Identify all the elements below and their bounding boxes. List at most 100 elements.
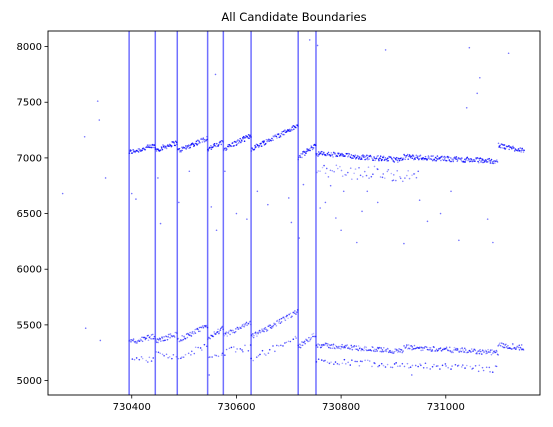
data-point-404 xyxy=(363,154,365,157)
data-point-403 xyxy=(362,156,365,158)
data-point-1387 xyxy=(433,363,435,366)
data-point-1495 xyxy=(235,212,238,215)
data-point-1491 xyxy=(210,206,213,208)
data-point-1092 xyxy=(413,344,416,347)
data-point-429 xyxy=(377,158,380,161)
data-point-1498 xyxy=(267,203,269,206)
data-point-1208 xyxy=(494,351,497,354)
data-point-730 xyxy=(163,336,165,338)
data-point-1288 xyxy=(209,356,211,358)
data-point-758 xyxy=(182,338,185,341)
data-point-680 xyxy=(128,340,130,342)
data-point-68 xyxy=(168,145,170,148)
data-point-1107 xyxy=(424,345,426,348)
data-point-844 xyxy=(241,324,244,326)
data-point-1333 xyxy=(320,359,323,361)
data-point-267 xyxy=(283,133,286,136)
data-point-1433 xyxy=(341,175,344,177)
data-point-307 xyxy=(306,150,309,152)
data-point-110 xyxy=(192,143,195,145)
data-point-1519 xyxy=(418,199,421,201)
data-point-1401 xyxy=(461,364,464,366)
data-point-1015 xyxy=(360,349,362,352)
data-point-664 xyxy=(514,148,517,150)
data-point-770 xyxy=(190,335,193,337)
data-point-206 xyxy=(248,137,250,140)
data-point-1267 xyxy=(167,356,169,359)
data-point-381 xyxy=(349,156,352,159)
data-point-1255 xyxy=(141,357,144,360)
data-point-1210 xyxy=(496,350,498,353)
data-point-476 xyxy=(404,156,407,158)
data-point-909 xyxy=(286,314,289,317)
data-point-1386 xyxy=(431,365,434,368)
data-point-1283 xyxy=(199,347,202,349)
data-point-817 xyxy=(223,333,225,335)
data-point-245 xyxy=(271,137,273,140)
data-point-1465 xyxy=(399,175,401,178)
data-point-1159 xyxy=(460,350,463,353)
data-point-1069 xyxy=(397,350,400,352)
data-point-550 xyxy=(448,156,450,159)
data-point-1501 xyxy=(298,237,301,239)
data-point-775 xyxy=(194,328,196,331)
data-point-1021 xyxy=(364,345,366,348)
data-point-710 xyxy=(149,335,151,338)
data-point-406 xyxy=(364,158,366,161)
data-point-1366 xyxy=(389,366,392,368)
data-point-140 xyxy=(210,144,212,147)
data-point-735 xyxy=(166,338,169,341)
data-point-625 xyxy=(491,161,494,163)
data-point-985 xyxy=(339,345,341,348)
data-point-1157 xyxy=(459,350,461,352)
data-point-286 xyxy=(294,126,297,129)
data-point-797 xyxy=(209,337,212,340)
data-point-880 xyxy=(266,329,269,332)
data-point-287 xyxy=(295,126,297,129)
data-point-869 xyxy=(258,329,261,332)
data-point-461 xyxy=(396,159,399,162)
data-point-1422 xyxy=(323,164,325,167)
data-point-830 xyxy=(231,331,234,334)
data-point-989 xyxy=(341,346,344,348)
data-point-1279 xyxy=(190,350,193,353)
data-point-970 xyxy=(328,344,331,346)
data-point-1250 xyxy=(131,358,134,360)
data-point-1395 xyxy=(450,368,452,370)
data-point-1310 xyxy=(255,356,258,358)
data-point-435 xyxy=(381,158,383,161)
data-point-1109 xyxy=(425,346,428,349)
data-point-1526 xyxy=(476,92,478,95)
data-point-1343 xyxy=(341,362,344,365)
data-point-699 xyxy=(141,340,144,343)
data-point-1293 xyxy=(220,354,223,356)
data-point-1081 xyxy=(406,344,408,346)
data-point-1376 xyxy=(409,366,412,368)
data-point-674 xyxy=(520,151,522,153)
data-point-87 xyxy=(178,151,181,153)
data-point-1341 xyxy=(336,362,339,365)
data-point-1160 xyxy=(461,347,463,349)
data-point-522 xyxy=(431,159,434,162)
data-point-1361 xyxy=(378,364,381,367)
data-point-583 xyxy=(467,159,469,162)
data-point-1299 xyxy=(232,346,235,348)
data-point-118 xyxy=(197,139,199,142)
data-point-1241 xyxy=(517,346,520,349)
data-point-1244 xyxy=(519,346,522,349)
data-point-551 xyxy=(448,159,451,161)
data-point-77 xyxy=(173,142,175,144)
data-point-1222 xyxy=(504,344,506,346)
data-point-1397 xyxy=(454,363,457,366)
data-point-621 xyxy=(489,162,492,164)
data-point-248 xyxy=(272,135,275,137)
data-point-958 xyxy=(320,346,322,349)
data-point-927 xyxy=(299,343,301,346)
data-point-423 xyxy=(374,159,376,162)
data-point-139 xyxy=(209,146,211,149)
data-point-865 xyxy=(256,335,258,337)
data-point-692 xyxy=(136,340,139,342)
data-point-540 xyxy=(442,156,445,159)
data-point-1325 xyxy=(285,341,288,344)
data-point-937 xyxy=(305,339,308,342)
